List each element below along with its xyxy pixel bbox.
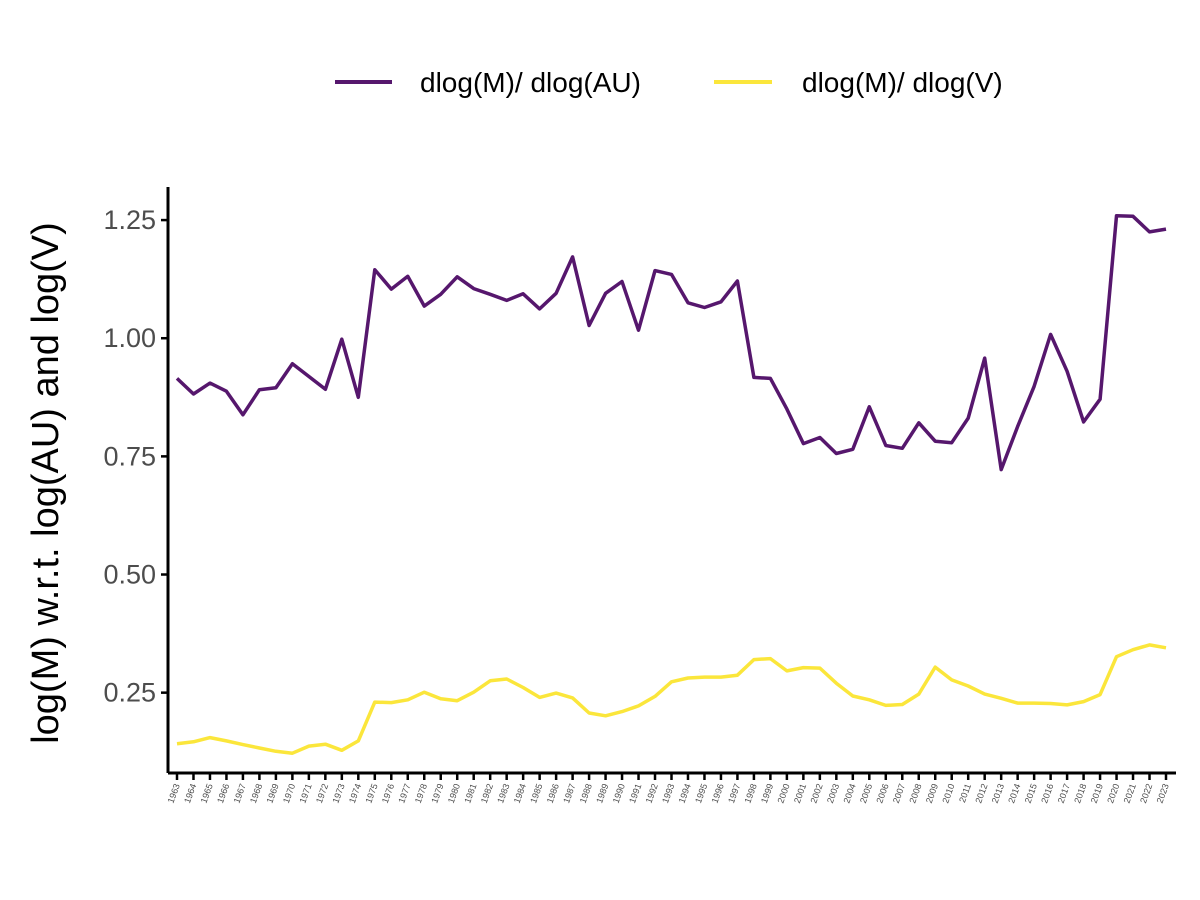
- x-tick-label: 1990: [611, 782, 627, 804]
- series-line-2: [176, 643, 1167, 755]
- x-tick-label: 2012: [973, 782, 989, 804]
- x-tick-label: 2016: [1039, 782, 1055, 804]
- y-tick-label: 1.00: [103, 323, 156, 353]
- x-tick-label: 1985: [528, 782, 544, 804]
- x-tick-label: 2006: [874, 782, 890, 804]
- x-tick-label: 2020: [1105, 782, 1121, 804]
- x-tick-label: 1998: [743, 782, 759, 804]
- x-tick-label: 1988: [578, 782, 594, 804]
- x-tick-label: 1987: [561, 782, 577, 804]
- x-tick-label: 1991: [627, 782, 643, 804]
- y-tick-label: 0.25: [103, 678, 156, 708]
- x-tick-label: 2017: [1056, 782, 1072, 804]
- x-tick-label: 1978: [413, 782, 429, 804]
- x-tick-label: 2013: [990, 782, 1006, 804]
- x-tick-label: 2011: [957, 782, 973, 804]
- legend-label-1: dlog(M)/ dlog(AU): [420, 67, 641, 98]
- series-lines: [175, 214, 1167, 755]
- x-tick-label: 2005: [858, 782, 874, 804]
- legend: dlog(M)/ dlog(AU) dlog(M)/ dlog(V): [335, 67, 1003, 98]
- x-tick-label: 1989: [594, 782, 610, 804]
- x-tick-label: 1986: [545, 782, 561, 804]
- x-tick-label: 1982: [479, 782, 495, 804]
- y-axis-label: log(M) w.r.t. log(AU) and log(V): [25, 222, 67, 744]
- x-tick-label: 1983: [495, 782, 511, 804]
- x-tick-label: 2014: [1006, 782, 1022, 804]
- x-tick-label: 1971: [297, 782, 313, 804]
- x-tick-label: 2015: [1023, 782, 1039, 804]
- x-tick-label: 2023: [1155, 782, 1171, 804]
- x-tick-label: 2022: [1138, 782, 1154, 804]
- x-tick-label: 1994: [677, 782, 693, 804]
- x-tick-label: 2000: [776, 782, 792, 804]
- x-tick-label: 1965: [199, 782, 215, 804]
- x-tick-label: 2003: [825, 782, 841, 804]
- x-tick-label: 1992: [644, 782, 660, 804]
- x-tick-label: 2019: [1089, 782, 1105, 804]
- x-tick-label: 1980: [446, 782, 462, 804]
- x-tick-label: 1997: [726, 782, 742, 804]
- x-tick-label: 1979: [429, 782, 445, 804]
- x-tick-label: 1977: [396, 782, 412, 804]
- x-tick-label: 2004: [841, 782, 857, 804]
- x-tick-label: 2021: [1122, 782, 1138, 804]
- x-axis-ticks: 1963 1964 1965 1966 1967 1968 1969 1970 1971 1972…: [166, 773, 1171, 805]
- x-tick-label: 2010: [940, 782, 956, 804]
- x-tick-label: 1970: [281, 782, 297, 804]
- x-tick-label: 1974: [347, 782, 363, 804]
- x-tick-label: 1972: [314, 782, 330, 804]
- y-tick-label: 1.25: [103, 205, 156, 235]
- x-tick-label: 1968: [248, 782, 264, 804]
- x-tick-label: 1995: [693, 782, 709, 804]
- x-tick-label: 1993: [660, 782, 676, 804]
- x-tick-label: 2001: [792, 782, 808, 804]
- x-tick-label: 1963: [166, 782, 182, 804]
- x-tick-label: 1967: [232, 782, 248, 804]
- x-tick-label: 1975: [363, 782, 379, 804]
- y-tick-label: 0.50: [103, 560, 156, 590]
- x-tick-label: 1964: [182, 782, 198, 804]
- x-tick-label: 1984: [512, 782, 528, 804]
- legend-label-2: dlog(M)/ dlog(V): [802, 67, 1003, 98]
- series-line-1: [175, 214, 1167, 472]
- x-tick-label: 1981: [462, 782, 478, 804]
- x-tick-label: 1976: [380, 782, 396, 804]
- x-tick-label: 1969: [265, 782, 281, 804]
- y-tick-label: 0.75: [103, 441, 156, 471]
- x-tick-label: 1966: [215, 782, 231, 804]
- y-axis-ticks: 0.25 0.50 0.75 1.00 1.25: [103, 205, 168, 708]
- x-tick-label: 1996: [710, 782, 726, 804]
- x-tick-label: 1999: [759, 782, 775, 804]
- x-tick-label: 2018: [1072, 782, 1088, 804]
- x-tick-label: 2009: [924, 782, 940, 804]
- x-tick-label: 2007: [891, 782, 907, 804]
- x-tick-label: 2008: [907, 782, 923, 804]
- x-tick-label: 2002: [808, 782, 824, 804]
- x-tick-label: 1973: [330, 782, 346, 804]
